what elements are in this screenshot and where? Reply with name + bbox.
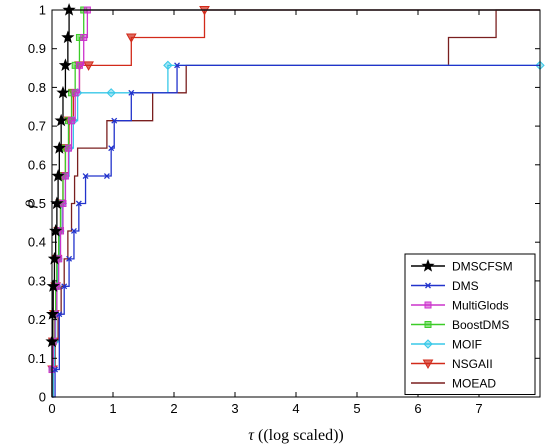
legend-label: MOEAD [452,377,496,391]
data-point-multiglods [80,33,88,41]
data-point-dms [75,200,82,207]
data-point-dms [108,145,115,152]
legend-label: BoostDMS [452,318,509,332]
data-point-dms [103,173,110,179]
legend: DMSCFSM DMS MultiGlods BoostDMS MOIF NSGAII MO… [404,253,536,395]
data-point-moif [163,60,173,71]
x-tick-label: 2 [170,401,177,416]
series-moead [52,9,540,398]
x-tick-label: 1 [109,401,116,416]
x-tick-label: 6 [414,401,421,416]
x-axis-label-text: ((log scaled)) [254,427,344,444]
data-point-dmscfsm [47,251,62,265]
legend-item-dms: DMS [411,279,479,293]
legend-item-nsgaii: NSGAII [411,357,493,371]
y-tick-label: 0.4 [28,235,46,250]
data-point-dmscfsm [50,196,64,210]
x-axis-label-symbol: τ [248,427,255,444]
data-point-dmscfsm [46,307,60,320]
x-tick-label: 5 [353,401,360,416]
data-point-dmscfsm [58,58,73,71]
data-point-nsgaii [125,33,137,43]
y-tick-label: 0.5 [28,196,46,211]
legend-marker [422,359,434,370]
data-point-multiglods [64,144,72,152]
data-point-dms [82,173,89,179]
data-point-multiglods [68,117,76,125]
x-tick-label: 0 [48,401,55,416]
legend-label: NSGAII [452,357,493,371]
data-point-multiglods [71,89,79,97]
y-tick-label: 0.1 [28,351,46,366]
data-point-dmscfsm [46,279,60,292]
y-axis-label: ρ [20,199,37,208]
data-point-multiglods [75,61,83,69]
y-tick-label: 0.3 [28,273,46,288]
y-tick-label: 0.2 [28,312,46,327]
data-point-dmscfsm [51,169,65,182]
legend-item-moif: MOIF [411,338,482,352]
legend-item-boostdms: BoostDMS [411,318,509,332]
y-tick-label: 0 [39,390,46,405]
legend-marker [425,282,431,289]
data-point-moif [106,88,116,98]
y-tick-label: 0.9 [28,41,46,56]
y-tick-label: 0.7 [28,119,46,134]
data-point-dms [66,255,73,262]
legend-label: MultiGlods [452,299,509,313]
legend-label: MOIF [452,338,482,352]
data-point-nsgaii [83,61,94,71]
x-axis-label: τ ((log scaled)) [248,427,343,444]
series-dms [52,62,540,398]
data-point-dms [52,366,59,373]
plot-area [45,3,545,398]
data-point-dms [111,117,118,124]
x-tick-label: 3 [231,401,238,416]
data-point-dmscfsm [56,85,70,99]
data-point-multiglods [61,172,69,180]
data-point-dms [61,283,68,290]
legend-label: DMSCFSM [452,260,513,274]
y-tick-label: 0.8 [28,80,46,95]
axis-ticks: 0 1 2 3 4 5 6 7 0 0.1 0.2 0.3 0.4 0.5 0.6 0.7 0.8 0.9 1 [28,3,540,416]
legend-marker [421,259,435,272]
legend-label: DMS [452,279,479,293]
legend-item-dmscfsm: DMSCFSM [411,259,513,274]
legend-marker [424,321,432,328]
data-point-dms [128,89,135,96]
legend-item-moead: MOEAD [411,377,496,391]
y-tick-label: 0.6 [28,157,46,172]
data-point-dmscfsm [62,3,76,16]
x-tick-label: 7 [475,401,482,416]
series-line-moead [52,9,540,398]
legend-marker [424,301,432,309]
legend-marker [423,339,433,349]
data-point-dmscfsm [54,113,68,127]
legend-item-multiglods: MultiGlods [411,299,509,313]
data-point-dms [71,228,77,234]
x-tick-label: 4 [292,401,299,416]
data-point-dmscfsm [61,30,75,44]
data-point-dmscfsm [52,141,66,154]
y-tick-label: 1 [39,3,46,18]
data-point-dms [174,62,181,69]
